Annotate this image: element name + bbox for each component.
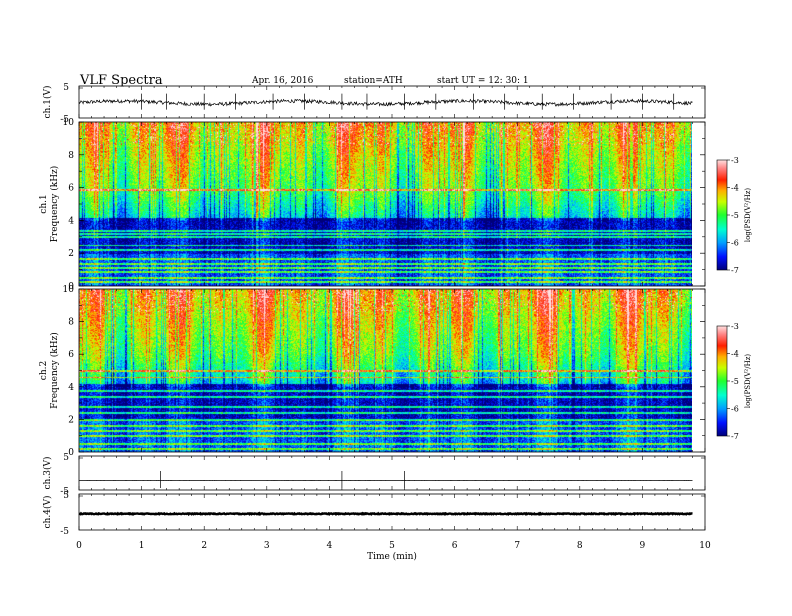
colorbar [717, 326, 727, 436]
colorbar-tick-label: -6 [731, 405, 739, 414]
colorbar-tick-label: -5 [731, 377, 739, 386]
y-axis-label: ch.3(V) [42, 457, 53, 490]
colorbar [717, 160, 727, 270]
x-tick-label: 10 [699, 541, 711, 551]
x-tick-label: 5 [389, 541, 395, 551]
x-tick-label: 8 [577, 541, 583, 551]
x-tick-label: 7 [514, 541, 520, 551]
date-label: Apr. 16, 2016 [251, 76, 314, 86]
x-tick-label: 4 [327, 541, 333, 551]
panel-frame [79, 494, 705, 530]
x-tick-label: 3 [264, 541, 270, 551]
y-tick-label: 2 [68, 249, 74, 259]
y-tick-label: 10 [63, 118, 75, 128]
waveform-trace [79, 99, 693, 106]
x-tick-label: 0 [76, 541, 82, 551]
y-tick-label: 5 [63, 453, 69, 463]
colorbar-tick-label: -7 [731, 432, 739, 441]
spectrogram-image [79, 289, 692, 452]
waveform-trace [79, 513, 693, 514]
colorbar-tick-label: -3 [731, 322, 739, 331]
start-time-label: start UT = 12: 30: 1 [437, 76, 529, 86]
y-tick-label: 8 [68, 151, 74, 161]
ch1-waveform-panel: 5-5ch.1(V) [42, 83, 705, 125]
y-tick-label: 10 [63, 285, 75, 295]
y-tick-label: -5 [60, 527, 69, 537]
colorbar-tick-label: -5 [731, 211, 739, 220]
frequency-axis-label: Frequency (kHz) [49, 166, 60, 243]
colorbar-tick-label: -4 [731, 184, 739, 193]
y-axis-label: ch.1(V) [42, 86, 53, 119]
frequency-axis-label: Frequency (kHz) [49, 332, 60, 409]
y-tick-label: 2 [68, 415, 74, 425]
ch3-waveform-panel: 5-5ch.3(V) [42, 453, 705, 497]
y-tick-label: 4 [68, 383, 74, 393]
colorbar-tick-label: -6 [731, 239, 739, 248]
x-tick-label: 1 [139, 541, 145, 551]
station-label: station=ATH [344, 76, 403, 86]
x-tick-label: 2 [201, 541, 207, 551]
time-axis: 0 1 2 3 4 5 6 7 8 9 10 Time (min) [76, 541, 711, 562]
y-tick-label: 6 [68, 350, 74, 360]
colorbar-label: log(PSD(V²/Hz) [744, 188, 752, 243]
x-tick-label: 9 [640, 541, 646, 551]
y-tick-label: 4 [68, 216, 74, 226]
panel-frame [79, 456, 705, 490]
y-tick-label: 6 [68, 184, 74, 194]
y-tick-label: 8 [68, 318, 74, 328]
colorbar-tick-label: -7 [731, 266, 739, 275]
x-axis-label: Time (min) [367, 551, 417, 562]
colorbar-tick-label: -3 [731, 156, 739, 165]
y-axis-label: ch.4(V) [42, 496, 53, 529]
x-tick-label: 6 [452, 541, 458, 551]
ch4-waveform-panel: 5 -5 ch.4(V) [42, 491, 705, 537]
channel-label: ch.1 [39, 194, 49, 213]
colorbar-label: log(PSD(V²/Hz) [744, 354, 752, 409]
channel-label: ch.2 [39, 361, 49, 380]
colorbar-tick-label: -4 [731, 350, 739, 359]
spectrogram-image [79, 122, 692, 286]
y-tick-label: 0 [68, 448, 74, 458]
y-tick-label: 5 [63, 491, 69, 501]
y-tick-label: 5 [63, 83, 69, 93]
